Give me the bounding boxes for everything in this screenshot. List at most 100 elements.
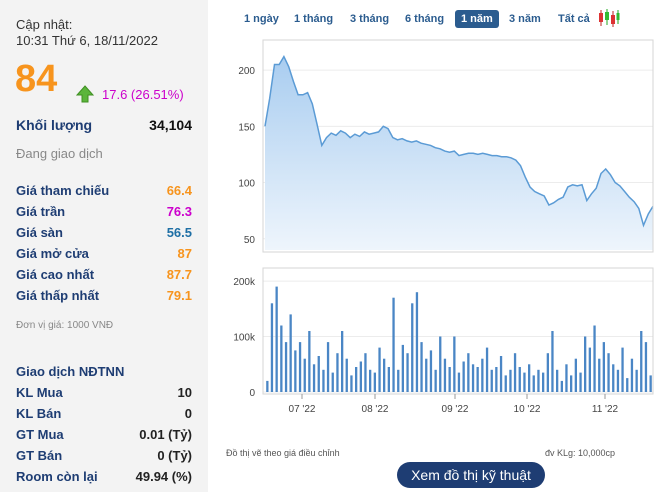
volume-bar [584, 336, 587, 392]
stat-label: Giá sàn [16, 225, 63, 240]
volume-bar [289, 314, 292, 392]
update-label: Cập nhật: [16, 17, 73, 32]
volume-axis-tick: 100k [233, 333, 256, 344]
range-3-years[interactable]: 3 năm [509, 13, 541, 25]
volume-bar [649, 375, 652, 392]
volume-bar [345, 358, 348, 392]
stat-value: 56.5 [166, 225, 192, 240]
date-axis-tick: 07 '22 [289, 404, 316, 415]
foreign-row: GT Bán 0 (Tỷ) [16, 448, 192, 466]
volume-bar [626, 378, 629, 392]
volume-bar [616, 369, 620, 392]
volume-bar [411, 303, 414, 392]
volume-bar [322, 369, 325, 392]
volume-bar [392, 297, 395, 392]
volume-bar [518, 367, 521, 392]
volume-bar [298, 342, 302, 392]
volume-bar [317, 356, 320, 392]
volume-bar [350, 375, 353, 392]
volume-bar [462, 361, 465, 392]
date-axis-tick: 10 '22 [514, 404, 541, 415]
volume-bar [401, 344, 404, 392]
volume-bar [537, 369, 540, 392]
price-change: 17.6 (26.51%) [102, 87, 184, 102]
volume-bar [542, 372, 545, 392]
foreign-value: 10 [177, 385, 192, 400]
date-axis-tick: 08 '22 [362, 404, 389, 415]
volume-bar [336, 353, 339, 392]
stat-label: Giá mở cửa [16, 246, 89, 261]
volume-bar [439, 336, 442, 392]
volume-bar [551, 331, 554, 392]
volume-bar [406, 353, 409, 392]
range-1-year[interactable]: 1 năm [455, 10, 499, 28]
volume-bar [490, 369, 493, 392]
foreign-label: KL Bán [16, 406, 62, 421]
foreign-value: 49.94 (%) [135, 469, 192, 484]
foreign-value: 0 [184, 406, 192, 421]
volume-value: 34,104 [149, 117, 192, 133]
volume-bar [303, 358, 306, 392]
volume-bar [378, 347, 381, 392]
volume-bar [602, 342, 605, 392]
technical-chart-button[interactable]: Xem đồ thị kỹ thuật [397, 462, 545, 488]
range-all[interactable]: Tất cả [558, 13, 590, 25]
range-1-month[interactable]: 1 tháng [294, 13, 334, 25]
current-price: 84 [15, 58, 58, 100]
foreign-row: GT Mua 0.01 (Tỷ) [16, 427, 192, 445]
volume-bar [481, 358, 484, 392]
volume-bar [415, 292, 419, 392]
volume-bar [420, 342, 423, 392]
volume-bar [644, 342, 648, 392]
volume-bar [570, 375, 573, 392]
volume-bar [513, 353, 517, 392]
stat-row: Giá sàn 56.5 [16, 225, 192, 243]
volume-bar [448, 367, 451, 392]
volume-bar [331, 372, 334, 392]
volume-bar [579, 372, 582, 392]
foreign-trade-title: Giao dịch NĐTNN [16, 364, 125, 379]
price-area [265, 56, 653, 250]
foreign-label: KL Mua [16, 385, 63, 400]
range-3-months[interactable]: 3 tháng [350, 13, 390, 25]
price-axis-tick: 150 [238, 122, 255, 133]
range-1-day[interactable]: 1 ngày [244, 13, 279, 25]
volume-bar [495, 367, 498, 392]
stat-value: 66.4 [166, 183, 192, 198]
stat-row: Giá thấp nhất 79.1 [16, 288, 192, 306]
foreign-label: Room còn lại [16, 469, 98, 484]
foreign-row: KL Bán 0 [16, 406, 192, 424]
foreign-label: GT Mua [16, 427, 64, 442]
volume-bar [364, 353, 367, 392]
stat-value: 76.3 [166, 204, 192, 219]
volume-bar [275, 286, 278, 392]
volume-bar [434, 369, 437, 392]
price-axis-tick: 50 [244, 235, 256, 246]
candlestick-icon[interactable] [598, 8, 620, 28]
price-axis-tick: 200 [238, 66, 255, 77]
foreign-label: GT Bán [16, 448, 63, 463]
volume-bar [326, 342, 330, 392]
volume-bar [429, 350, 433, 392]
update-time: 10:31 Thứ 6, 18/11/2022 [16, 33, 158, 48]
volume-row: Khối lượng 34,104 [16, 117, 192, 135]
volume-axis-tick: 200k [233, 277, 256, 288]
volume-bar [284, 342, 288, 392]
volume-label: Khối lượng [16, 117, 93, 133]
volume-bar [630, 358, 634, 392]
range-6-months[interactable]: 6 tháng [405, 13, 445, 25]
volume-bar [621, 347, 624, 392]
price-panel-frame [262, 39, 654, 253]
volume-bar [373, 372, 376, 392]
volume-bar [369, 369, 372, 392]
stat-label: Giá trần [16, 204, 66, 219]
adjusted-price-note: Đồ thị vẽ theo giá điều chỉnh [226, 448, 340, 458]
date-axis-tick: 11 '22 [592, 404, 619, 415]
volume-bar [556, 369, 559, 392]
volume-bar [443, 358, 447, 392]
volume-bar [471, 364, 475, 392]
volume-bar [266, 380, 269, 392]
volume-bar [523, 372, 526, 392]
volume-panel-frame [262, 267, 654, 395]
volume-bar [635, 369, 638, 392]
